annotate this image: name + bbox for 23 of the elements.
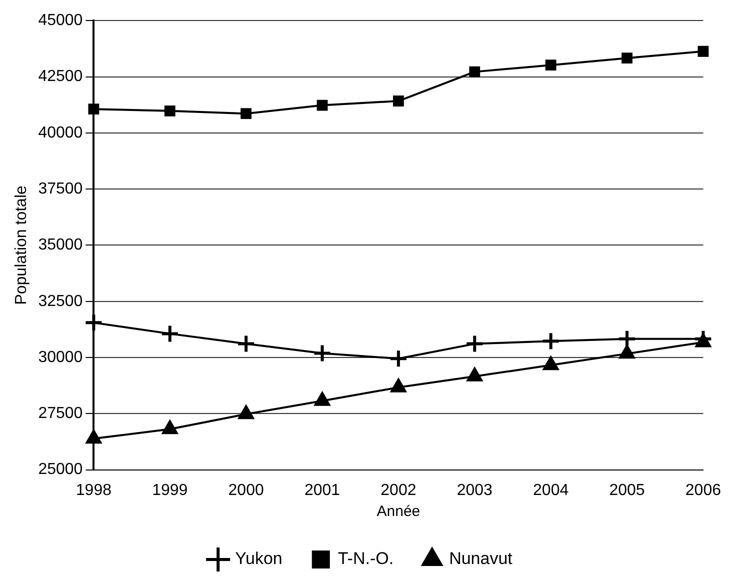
x-tick-label: 2005: [609, 482, 645, 499]
x-tick-label: 1998: [76, 482, 112, 499]
legend-label: Nunavut: [449, 549, 513, 568]
y-tick-label: 42500: [38, 68, 83, 86]
x-tick-label: 2002: [380, 482, 416, 499]
y-tick-label: 32500: [38, 292, 83, 310]
y-axis-title: Population totale: [13, 185, 30, 305]
y-tick-label: 45000: [38, 12, 83, 30]
x-tick-label: 2001: [304, 482, 340, 499]
x-tick-label: 2003: [456, 482, 493, 499]
x-tick-label: 2006: [685, 482, 722, 499]
y-tick-label: 40000: [38, 124, 83, 142]
y-tick-label: 25000: [38, 461, 83, 478]
x-tick-label: 1999: [152, 482, 188, 499]
y-tick-label: 30000: [38, 348, 83, 366]
y-tick-label: 27500: [38, 405, 83, 422]
x-axis-title: Année: [376, 503, 420, 520]
x-tick-label: 2000: [228, 482, 264, 499]
x-tick-label: 2004: [533, 482, 569, 499]
y-tick-label: 37500: [38, 180, 83, 198]
y-tick-label: 35000: [38, 236, 83, 254]
legend-label: Yukon: [235, 549, 282, 568]
legend-label: T-N.-O.: [338, 549, 394, 568]
